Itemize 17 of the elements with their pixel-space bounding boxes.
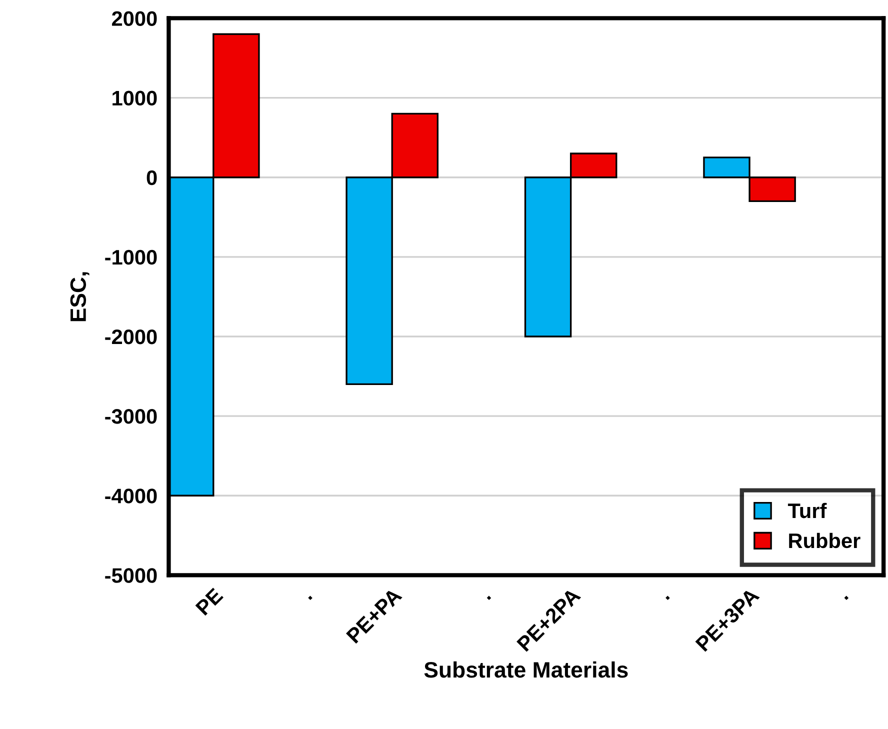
y-tick-label: 2000	[112, 11, 157, 26]
y-tick-label: -1000	[105, 250, 157, 265]
y-tick-label: -5000	[105, 568, 157, 583]
x-tick-label: .	[486, 596, 492, 600]
x-tick-label: .	[666, 596, 670, 600]
y-tick-label: -3000	[105, 409, 157, 424]
x-tick-label: .	[844, 596, 849, 600]
legend-label: Rubber	[789, 532, 860, 548]
y-tick-label: -2000	[105, 329, 157, 344]
x-axis-title: Substrate Materials	[424, 661, 628, 678]
y-tick-label: 0	[146, 170, 157, 186]
y-axis-title: ESC,	[70, 272, 90, 322]
y-tick-label: -4000	[105, 488, 157, 504]
x-tick-label: PE	[195, 587, 224, 616]
x-tick-label: .	[308, 596, 312, 600]
y-tick-label: 1000	[112, 90, 157, 106]
legend-label: Turf	[788, 502, 827, 518]
